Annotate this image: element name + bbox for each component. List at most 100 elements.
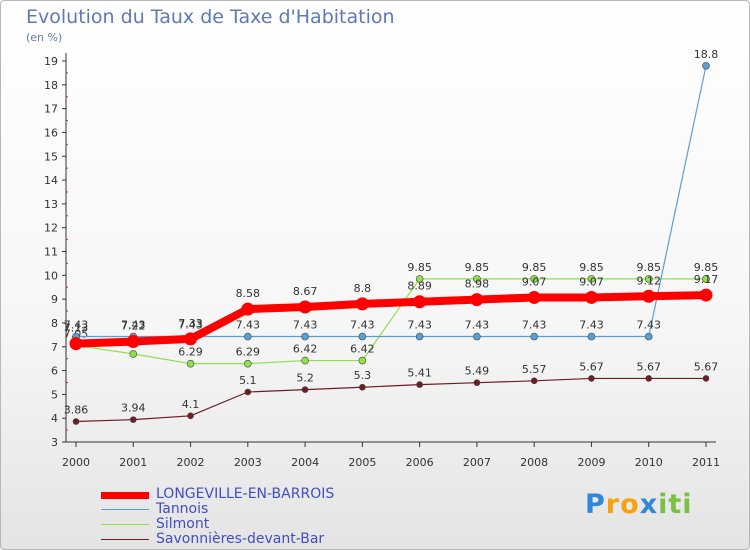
data-label: 5.57 xyxy=(522,363,547,376)
data-point xyxy=(358,356,367,365)
y-tick-label: 5 xyxy=(51,388,58,401)
series-line xyxy=(72,291,710,348)
data-label: 5.67 xyxy=(579,360,604,373)
data-point xyxy=(702,375,710,382)
data-label: 7.43 xyxy=(579,319,604,332)
x-tick-label: 2007 xyxy=(463,456,491,469)
data-label: 8.98 xyxy=(465,278,490,291)
data-point xyxy=(702,275,710,283)
legend-item: Tannois xyxy=(101,501,381,517)
data-label: 8.8 xyxy=(354,282,372,295)
y-tick-label: 13 xyxy=(44,198,58,211)
x-tick-label: 2005 xyxy=(348,456,376,469)
data-point xyxy=(355,297,369,311)
data-label: 3.86 xyxy=(64,404,89,417)
data-point xyxy=(530,275,538,283)
y-tick-label: 12 xyxy=(44,222,58,235)
y-tick-label: 7 xyxy=(51,341,58,354)
y-tick-label: 18 xyxy=(44,79,58,92)
data-label: 4.1 xyxy=(182,398,200,411)
y-tick-label: 9 xyxy=(51,293,58,306)
data-label: 6.29 xyxy=(236,346,261,359)
x-tick-label: 2008 xyxy=(520,456,548,469)
data-point xyxy=(301,356,309,365)
data-point xyxy=(129,350,138,358)
data-label: 7.43 xyxy=(64,319,89,332)
data-label: 9.85 xyxy=(636,261,661,274)
data-point xyxy=(69,337,83,351)
data-label: 5.3 xyxy=(354,369,372,382)
data-label: 6.42 xyxy=(293,343,318,356)
legend-label: Silmont xyxy=(156,516,210,532)
logo-letter: i xyxy=(658,489,669,520)
series-tannois: 7.43 7.43 7.43 7.43 7.43 7.43 7.43 7.43 7.43 7.43… xyxy=(64,48,719,341)
data-point xyxy=(415,275,424,283)
data-label: 9.85 xyxy=(522,261,547,274)
legend-item: Savonnières-devant-Bar xyxy=(101,531,381,547)
y-tick-label: 3 xyxy=(51,436,58,449)
data-label: 18.8 xyxy=(694,48,719,61)
legend-item: LONGEVILLE-EN-BARROIS xyxy=(101,486,381,502)
data-label: 6.42 xyxy=(350,343,375,356)
data-label: 8.67 xyxy=(293,285,318,298)
data-point xyxy=(129,416,137,423)
data-label: 5.1 xyxy=(239,374,257,387)
legend-swatch xyxy=(101,539,149,541)
logo-letter: i xyxy=(682,489,693,520)
data-point xyxy=(298,300,312,314)
data-label: 5.2 xyxy=(296,372,314,385)
data-point xyxy=(126,335,140,349)
data-label: 7.43 xyxy=(350,319,375,332)
y-tick-label: 4 xyxy=(51,412,58,425)
data-label: 6.29 xyxy=(178,346,203,359)
data-label: 9.85 xyxy=(465,261,490,274)
proxiti-logo: Proxiti xyxy=(585,489,693,520)
y-tick-label: 10 xyxy=(44,269,58,282)
data-point xyxy=(587,275,596,283)
data-label: 5.67 xyxy=(694,360,719,373)
legend-label: Tannois xyxy=(156,501,209,517)
x-tick-label: 2006 xyxy=(406,456,434,469)
data-label: 7.43 xyxy=(465,319,490,332)
data-point xyxy=(473,379,481,387)
data-point xyxy=(359,383,366,391)
data-point xyxy=(530,332,538,341)
data-point xyxy=(415,332,424,341)
y-tick-label: 19 xyxy=(44,55,58,68)
data-label: 9.85 xyxy=(579,261,604,274)
data-label: 5.49 xyxy=(465,365,490,378)
data-label: 9.17 xyxy=(694,273,719,286)
logo-letter: o xyxy=(620,489,640,520)
data-point xyxy=(699,288,713,302)
data-point xyxy=(587,332,596,341)
x-tick-label: 2010 xyxy=(635,456,663,469)
data-point xyxy=(358,332,367,341)
data-label: 7.33 xyxy=(178,317,203,330)
data-label: 7.43 xyxy=(236,319,261,332)
data-label: 9.07 xyxy=(579,275,604,288)
data-point xyxy=(588,375,595,382)
y-tick-label: 15 xyxy=(44,150,58,163)
data-point xyxy=(72,418,80,425)
chart-subtitle: (en %) xyxy=(26,31,63,44)
data-label: 7.43 xyxy=(178,319,203,332)
legend-swatch xyxy=(101,509,149,511)
series-longeville-en-barrois: 7.13 7.22 7.33 8.58 8.67 8.8 8.89 8.98 9.07 9.07 9… xyxy=(64,273,719,351)
data-label: 7.43 xyxy=(522,319,547,332)
data-point xyxy=(644,332,653,341)
data-point xyxy=(584,290,598,304)
data-point xyxy=(184,332,198,346)
data-point xyxy=(416,381,423,388)
data-label: 7.43 xyxy=(636,319,661,332)
data-label: 7.43 xyxy=(293,319,318,332)
data-point xyxy=(702,61,710,70)
data-label: 7.43 xyxy=(407,319,432,332)
data-point xyxy=(473,332,481,341)
logo-letter: x xyxy=(639,489,659,520)
series-silmont: 7.056.76.296.296.426.429.859.859.859.859… xyxy=(64,261,718,368)
data-point xyxy=(645,375,653,382)
data-point xyxy=(187,412,194,420)
legend-label: LONGEVILLE-EN-BARROIS xyxy=(156,486,335,502)
series-savonnieres-devant-bar: 3.86 3.94 4.1 5.1 5.2 5.3 5.41 5.49 5.57 5.67 5.67… xyxy=(64,360,719,425)
